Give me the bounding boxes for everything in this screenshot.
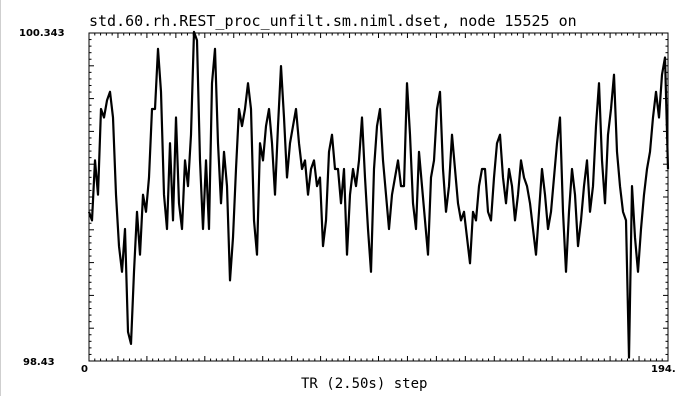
graph-title: std.60.rh.REST_proc_unfilt.sm.niml.dset,… [89, 12, 577, 30]
y-axis-min-label: 98.43 [23, 357, 55, 368]
x-axis-min-label: 0 [81, 364, 88, 375]
x-axis-title: TR (2.50s) step [301, 376, 428, 392]
y-axis-max-label: 100.343 [19, 28, 65, 39]
axis-ticks [88, 32, 669, 362]
series-line [87, 30, 670, 359]
x-axis-max-label: 194. [651, 364, 676, 375]
plot-frame [88, 32, 669, 362]
